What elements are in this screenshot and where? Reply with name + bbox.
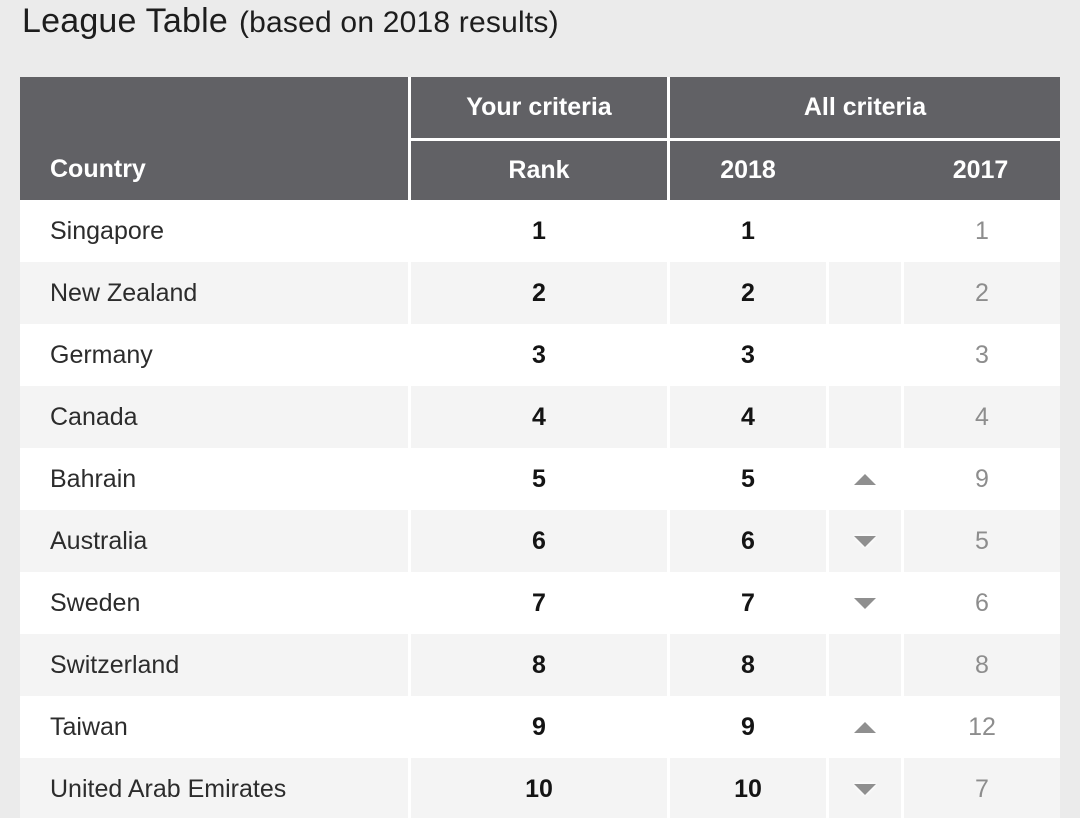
rank-2017-cell: 9	[901, 448, 1060, 510]
rank-2017-cell: 8	[901, 634, 1060, 696]
page-title-main: League Table	[22, 2, 228, 40]
table-body: Singapore 1 1 1 New Zealand 2 2 2 German…	[20, 200, 1060, 818]
change-cell	[826, 262, 901, 324]
column-header-2018: 2018	[667, 138, 826, 200]
country-cell: Sweden	[50, 588, 141, 617]
rank-2018-cell: 4	[667, 386, 826, 448]
country-cell: New Zealand	[50, 278, 198, 307]
table-row: Switzerland 8 8 8	[20, 634, 1060, 696]
column-group-all-criteria: All criteria	[667, 77, 1060, 138]
country-cell: Canada	[50, 402, 138, 431]
table-header: Country Your criteria All criteria Rank …	[20, 77, 1060, 200]
change-cell	[826, 634, 901, 696]
country-cell: Taiwan	[50, 712, 128, 741]
page-title: League Table (based on 2018 results)	[22, 2, 559, 41]
rank-cell: 5	[408, 448, 667, 510]
change-cell	[826, 696, 901, 758]
table-row: Sweden 7 7 6	[20, 572, 1060, 634]
change-cell	[826, 324, 901, 386]
country-cell: United Arab Emirates	[50, 774, 287, 803]
rank-cell: 2	[408, 262, 667, 324]
table-row: Germany 3 3 3	[20, 324, 1060, 386]
rank-2018-cell: 10	[667, 758, 826, 818]
change-cell	[826, 510, 901, 572]
rank-cell: 3	[408, 324, 667, 386]
rank-2018-cell: 6	[667, 510, 826, 572]
rank-down-icon	[854, 535, 876, 547]
rank-2017-cell: 6	[901, 572, 1060, 634]
rank-2017-cell: 12	[901, 696, 1060, 758]
rank-down-icon	[854, 783, 876, 795]
rank-2018-cell: 2	[667, 262, 826, 324]
rank-2017-cell: 2	[901, 262, 1060, 324]
change-cell	[826, 758, 901, 818]
country-cell: Switzerland	[50, 650, 180, 679]
rank-2017-cell: 5	[901, 510, 1060, 572]
rank-cell: 7	[408, 572, 667, 634]
rank-cell: 1	[408, 200, 667, 262]
rank-up-icon	[854, 473, 876, 485]
rank-2018-cell: 3	[667, 324, 826, 386]
rank-2017-cell: 7	[901, 758, 1060, 818]
rank-up-icon	[854, 721, 876, 733]
table-row: Australia 6 6 5	[20, 510, 1060, 572]
country-cell: Germany	[50, 340, 153, 369]
rank-2018-cell: 1	[667, 200, 826, 262]
change-cell	[826, 572, 901, 634]
rank-2018-cell: 9	[667, 696, 826, 758]
rank-2018-cell: 5	[667, 448, 826, 510]
rank-2018-cell: 8	[667, 634, 826, 696]
change-cell	[826, 200, 901, 262]
column-header-country: Country	[20, 77, 408, 200]
table-row: New Zealand 2 2 2	[20, 262, 1060, 324]
rank-cell: 10	[408, 758, 667, 818]
table-row: Canada 4 4 4	[20, 386, 1060, 448]
country-cell: Singapore	[50, 216, 164, 245]
country-cell: Bahrain	[50, 464, 137, 493]
country-cell: Australia	[50, 526, 148, 555]
column-header-rank: Rank	[408, 138, 667, 200]
table-row: Bahrain 5 5 9	[20, 448, 1060, 510]
rank-2017-cell: 3	[901, 324, 1060, 386]
rank-cell: 4	[408, 386, 667, 448]
rank-2017-cell: 1	[901, 200, 1060, 262]
change-cell	[826, 448, 901, 510]
change-cell	[826, 386, 901, 448]
rank-2018-cell: 7	[667, 572, 826, 634]
column-header-2017: 2017	[901, 138, 1060, 200]
rank-2017-cell: 4	[901, 386, 1060, 448]
column-header-change	[826, 138, 901, 200]
table-row: United Arab Emirates 10 10 7	[20, 758, 1060, 818]
rank-cell: 6	[408, 510, 667, 572]
column-group-your-criteria: Your criteria	[408, 77, 667, 138]
table-row: Singapore 1 1 1	[20, 200, 1060, 262]
table-row: Taiwan 9 9 12	[20, 696, 1060, 758]
rank-cell: 8	[408, 634, 667, 696]
rank-cell: 9	[408, 696, 667, 758]
league-table: Country Your criteria All criteria Rank …	[20, 77, 1060, 818]
page-title-subtitle: (based on 2018 results)	[238, 6, 559, 39]
rank-down-icon	[854, 597, 876, 609]
